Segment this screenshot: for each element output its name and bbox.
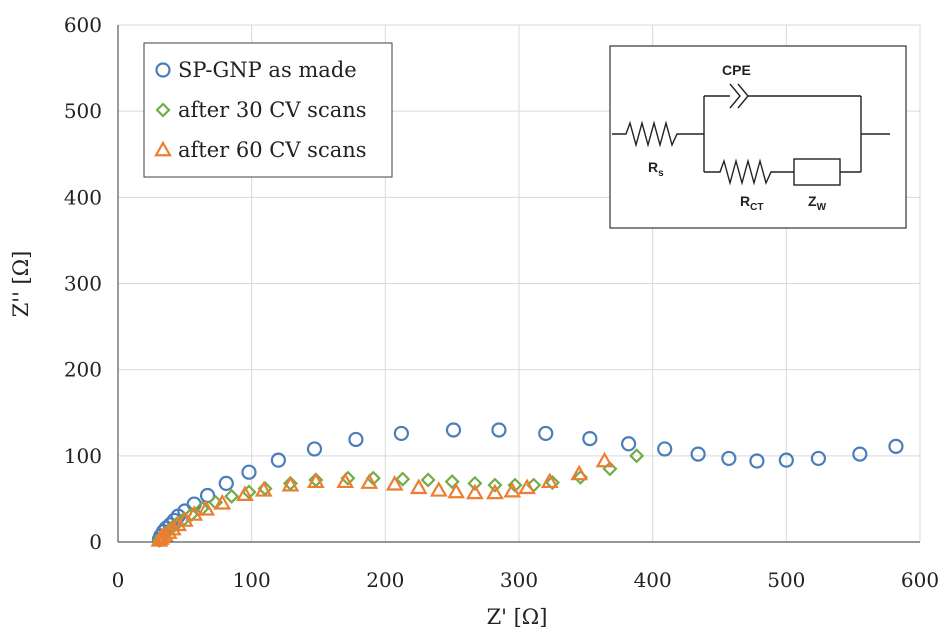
x-tick-label: 100 [233, 568, 271, 592]
legend-marker [155, 62, 171, 78]
series-3 [150, 451, 614, 547]
y-tick-labels: 0 100 200 300 400 500 600 [64, 13, 102, 554]
data-point [241, 484, 257, 500]
data-point [213, 494, 232, 510]
data-point [336, 472, 355, 489]
data-point [540, 472, 559, 489]
y-tick-label: 0 [89, 530, 102, 554]
axes [117, 25, 920, 543]
equivalent-circuit-inset: Rs CPE RCT ZW [609, 45, 907, 229]
data-point [306, 441, 323, 457]
data-point [270, 452, 286, 468]
x-tick-label: 500 [767, 568, 805, 592]
data-point [241, 464, 257, 480]
y-tick-label: 300 [64, 272, 102, 296]
y-tick-label: 600 [64, 13, 102, 37]
legend: SP-GNP as made after 30 CV scans after 60 … [143, 42, 393, 178]
legend-marker [155, 102, 171, 118]
data-point [306, 472, 325, 489]
data-point [486, 483, 504, 500]
data-point [491, 422, 507, 438]
x-tick-label: 200 [366, 568, 404, 592]
data-point [153, 527, 172, 544]
data-point [465, 483, 484, 500]
data-point [582, 431, 598, 447]
x-tick-label: 600 [901, 568, 939, 592]
series-1 [151, 422, 904, 548]
series-2 [151, 448, 645, 548]
data-point [348, 431, 364, 448]
data-point [690, 446, 706, 462]
x-tick-labels: 0 100 200 300 400 500 600 [112, 568, 939, 592]
x-axis-title: Z' [Ω] [487, 605, 548, 629]
data-point [487, 477, 503, 493]
data-point [544, 474, 560, 491]
data-point [467, 475, 483, 491]
data-point [447, 482, 466, 499]
cpe-plate-left [729, 83, 741, 109]
data-point [507, 477, 523, 493]
data-point [852, 446, 868, 462]
y-tick-label: 200 [64, 358, 102, 382]
data-point [888, 438, 904, 454]
data-point [518, 478, 536, 495]
cpe-label: CPE [722, 62, 751, 78]
data-point [503, 481, 522, 498]
warburg-element [793, 158, 841, 186]
y-tick-label: 500 [64, 99, 102, 123]
data-point [185, 505, 204, 521]
legend-label: after 30 CV scans [178, 98, 367, 122]
y-axis-title: Z'' [Ω] [9, 251, 33, 318]
rct-label: RCT [740, 193, 763, 213]
data-point [778, 452, 794, 468]
data-point [749, 453, 765, 469]
data-point [169, 515, 188, 532]
data-point [393, 425, 409, 442]
circuit-box [609, 45, 907, 229]
data-point [657, 441, 673, 457]
data-point [444, 474, 460, 490]
data-point [163, 519, 182, 536]
data-point [810, 450, 827, 467]
data-point [721, 450, 737, 467]
zw-label: ZW [808, 193, 827, 213]
data-point [420, 472, 436, 488]
data-point [281, 475, 300, 492]
legend-label: SP-GNP as made [178, 58, 357, 82]
x-tick-label: 300 [500, 568, 538, 592]
data-point [197, 500, 216, 516]
legend-label: after 60 CV scans [178, 138, 367, 162]
data-point [445, 422, 462, 438]
data-point [360, 473, 379, 489]
data-point [429, 481, 448, 497]
y-tick-label: 100 [64, 444, 102, 468]
data-point [385, 475, 404, 491]
x-tick-label: 0 [112, 568, 125, 592]
y-tick-label: 400 [64, 185, 102, 209]
data-point [595, 451, 614, 468]
data-point [218, 475, 234, 492]
data-point [629, 448, 645, 464]
data-point [621, 436, 637, 452]
data-point [236, 485, 254, 501]
legend-box [143, 42, 393, 178]
data-point [199, 487, 216, 504]
data-point [570, 464, 589, 481]
rs-label: Rs [648, 159, 664, 179]
legend-marker [154, 140, 172, 157]
data-point [224, 488, 240, 504]
x-tick-label: 400 [634, 568, 672, 592]
rs-resistor [612, 120, 704, 148]
data-point [395, 471, 411, 487]
data-point [538, 425, 554, 442]
data-point [162, 517, 178, 533]
rct-resistor [704, 158, 794, 186]
data-point [409, 478, 428, 495]
data-point [254, 481, 273, 497]
data-point [159, 523, 178, 539]
data-series [150, 422, 904, 548]
